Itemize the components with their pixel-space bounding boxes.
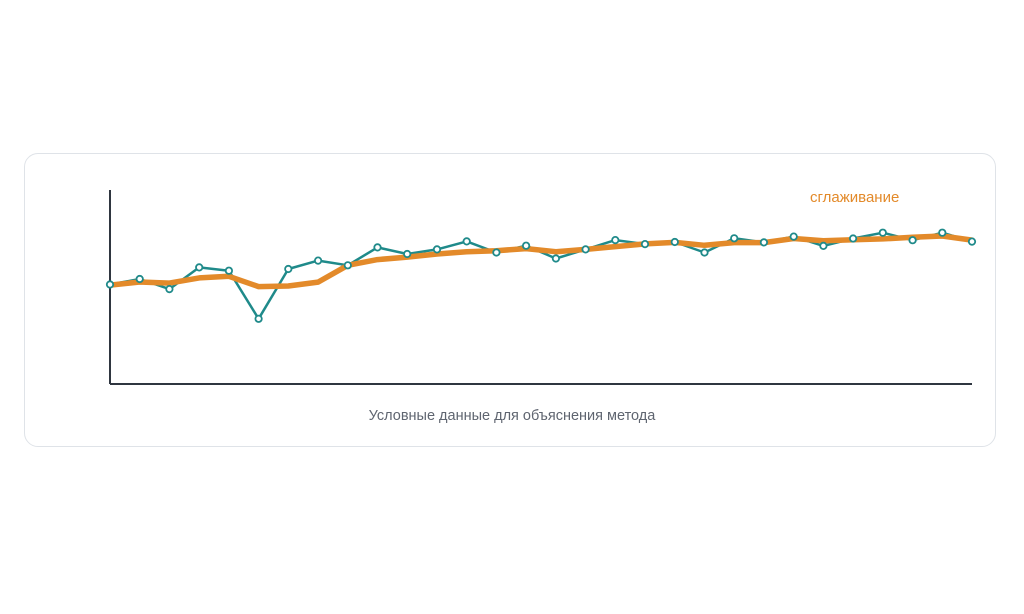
data-point	[640, 240, 650, 249]
data-point	[224, 266, 233, 275]
data-point	[878, 228, 887, 237]
data-point	[432, 245, 442, 254]
data-point	[373, 243, 382, 252]
data-point	[284, 264, 293, 274]
legend-label-smoothing: сглаживание	[810, 189, 900, 206]
data-point	[165, 284, 174, 294]
series-layer	[105, 228, 977, 323]
data-point	[670, 237, 679, 247]
data-point	[789, 232, 798, 241]
data-point	[730, 234, 739, 243]
series-line-raw	[108, 231, 974, 321]
chart-card	[24, 153, 996, 447]
data-point	[759, 238, 769, 247]
data-point	[521, 241, 531, 250]
data-point	[967, 237, 977, 246]
data-point	[819, 241, 828, 250]
data-point	[403, 249, 412, 259]
data-point	[254, 314, 263, 323]
data-point	[343, 261, 352, 270]
data-point	[313, 256, 323, 265]
data-point	[581, 245, 590, 254]
data-point	[848, 234, 858, 243]
data-point	[611, 236, 620, 245]
data-point	[105, 280, 115, 289]
data-point	[700, 248, 709, 257]
data-point	[938, 228, 947, 237]
data-point	[135, 274, 144, 284]
data-point	[195, 263, 204, 272]
series-line-smoothing	[107, 233, 975, 290]
data-point	[551, 254, 561, 263]
data-point	[492, 248, 501, 257]
data-point	[462, 237, 471, 246]
chart-caption: Условные данные для объяснения метода	[368, 408, 656, 424]
data-point	[908, 236, 917, 245]
